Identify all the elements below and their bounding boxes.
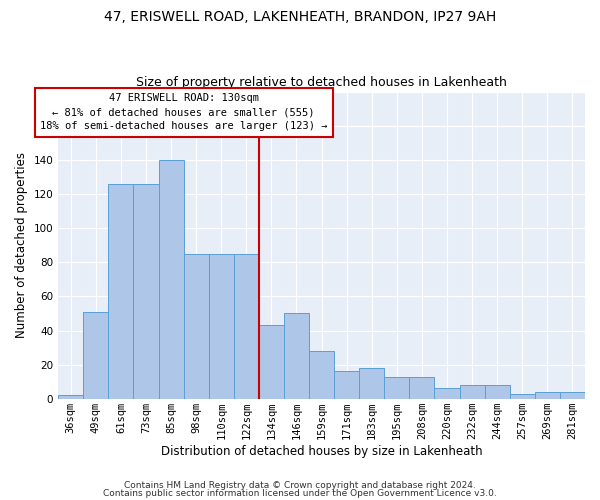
Bar — [209, 254, 234, 398]
Bar — [560, 392, 585, 398]
Bar — [485, 385, 510, 398]
Bar — [309, 351, 334, 399]
Text: 47, ERISWELL ROAD, LAKENHEATH, BRANDON, IP27 9AH: 47, ERISWELL ROAD, LAKENHEATH, BRANDON, … — [104, 10, 496, 24]
Bar — [234, 254, 259, 398]
Text: Contains public sector information licensed under the Open Government Licence v3: Contains public sector information licen… — [103, 488, 497, 498]
Bar — [535, 392, 560, 398]
Bar — [109, 184, 133, 398]
Bar — [510, 394, 535, 398]
Bar — [284, 314, 309, 398]
Bar — [133, 184, 158, 398]
Bar — [58, 396, 83, 398]
Y-axis label: Number of detached properties: Number of detached properties — [15, 152, 28, 338]
Bar — [184, 254, 209, 398]
Bar — [460, 385, 485, 398]
Bar — [259, 326, 284, 398]
Title: Size of property relative to detached houses in Lakenheath: Size of property relative to detached ho… — [136, 76, 507, 90]
Text: Contains HM Land Registry data © Crown copyright and database right 2024.: Contains HM Land Registry data © Crown c… — [124, 481, 476, 490]
Text: 47 ERISWELL ROAD: 130sqm
← 81% of detached houses are smaller (555)
18% of semi-: 47 ERISWELL ROAD: 130sqm ← 81% of detach… — [40, 94, 328, 132]
X-axis label: Distribution of detached houses by size in Lakenheath: Distribution of detached houses by size … — [161, 444, 482, 458]
Bar — [409, 376, 434, 398]
Bar — [83, 312, 109, 398]
Bar — [385, 376, 409, 398]
Bar — [359, 368, 385, 398]
Bar — [334, 372, 359, 398]
Bar — [158, 160, 184, 398]
Bar — [434, 388, 460, 398]
